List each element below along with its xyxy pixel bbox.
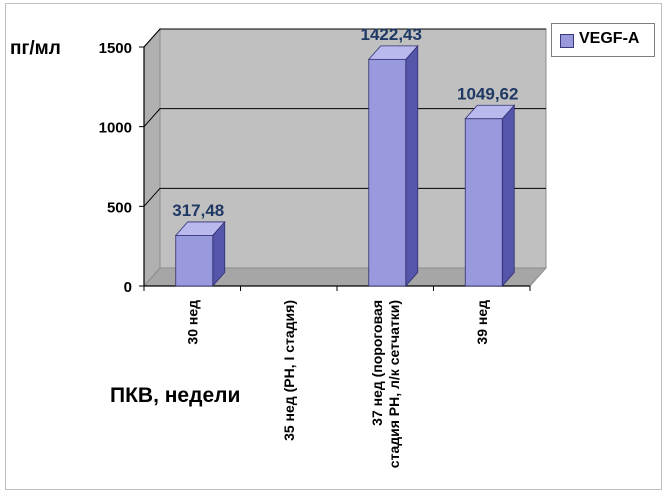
x-category-label: 37 нед (пороговая [369,300,385,426]
bar [367,44,419,288]
x-category-label: 35 нед (РН, I стадия) [281,300,297,441]
bar [464,104,516,288]
side-wall [143,27,161,288]
data-label: 1422,43 [361,25,422,44]
data-label: 1049,62 [457,84,518,103]
x-category-label: стадия РН, л/к сетчатки) [386,300,402,468]
bar-side [405,44,419,288]
legend-swatch-vegf-a [560,34,574,48]
x-axis-title: ПКВ, недели [110,384,240,407]
y-tick-label: 1000 [99,120,132,137]
y-axis-title: пг/мл [10,38,61,59]
y-tick-label: 500 [107,199,132,216]
legend-label-vegf-a: VEGF-A [579,30,640,47]
data-label: 317,48 [172,201,224,220]
x-category-label: 39 нед [474,300,490,345]
gridline [143,28,546,48]
bar-front [368,58,407,287]
bar-front [175,235,214,287]
x-category-label: 30 нед [184,300,200,345]
legend: VEGF-A [551,23,655,57]
bar-side [501,104,515,288]
bar-front [464,118,503,287]
bar [174,220,226,288]
y-tick-label: 0 [124,279,132,296]
y-tick-label: 1500 [99,40,132,57]
